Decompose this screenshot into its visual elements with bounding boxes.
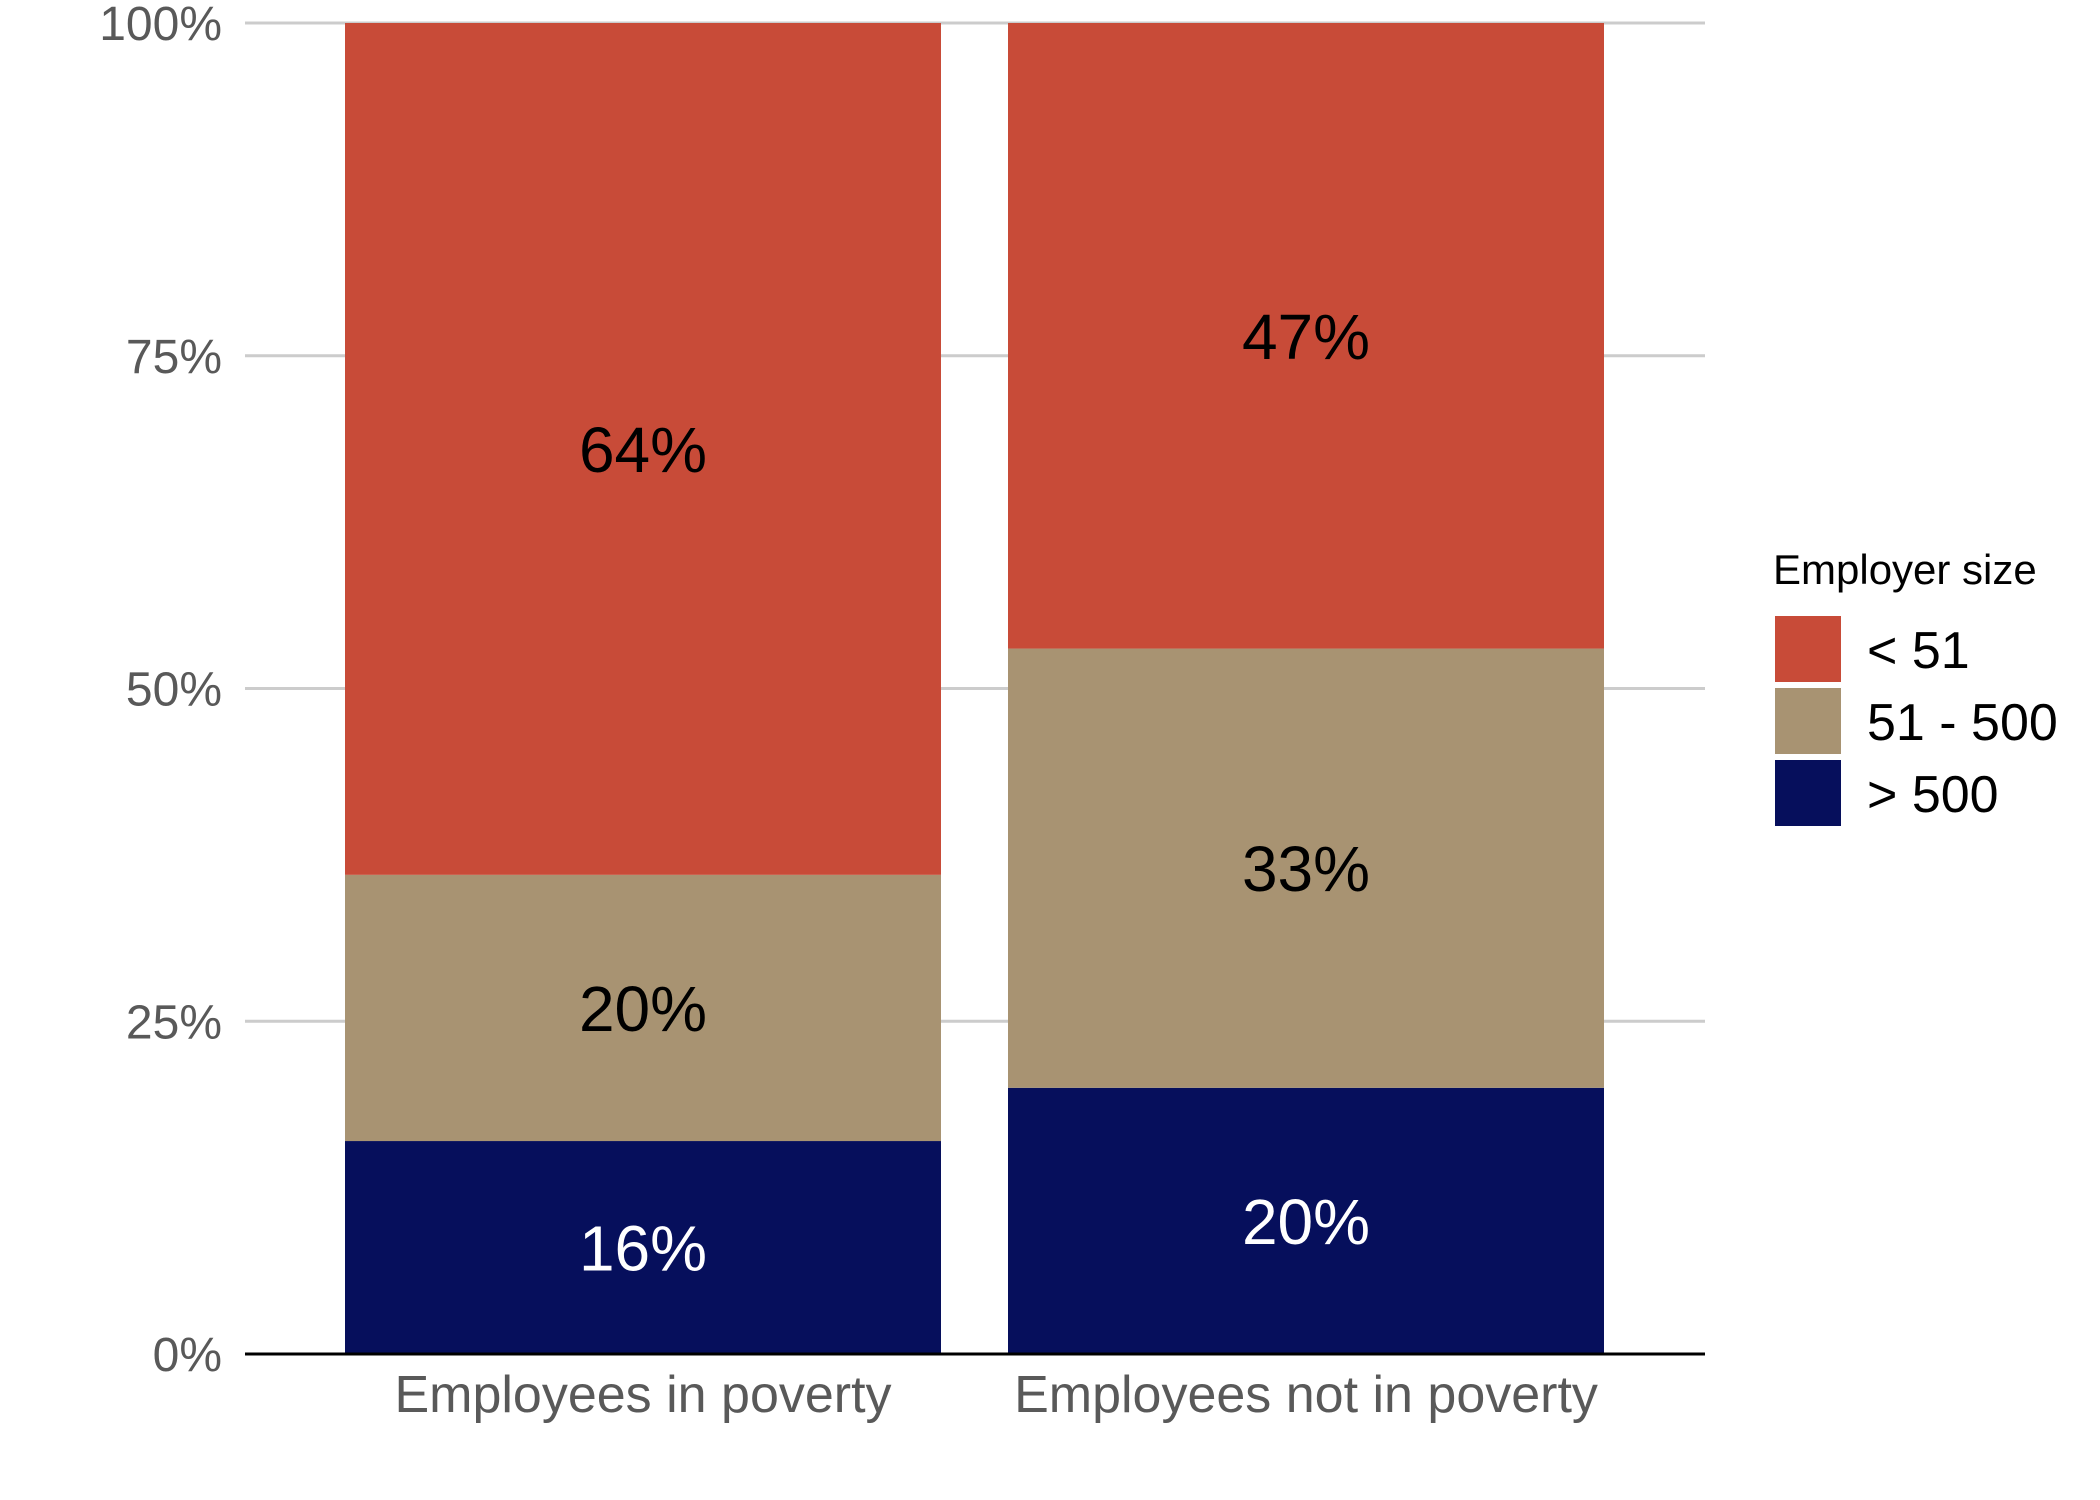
data-label: 20% — [579, 973, 707, 1045]
legend-swatch — [1775, 760, 1841, 826]
legend-title: Employer size — [1773, 546, 2037, 593]
axes: 0% 25% 50% 75% 100% Employees in poverty Emplo… — [99, 0, 1705, 1424]
legend-swatch — [1775, 616, 1841, 682]
y-tick-label: 75% — [126, 331, 222, 384]
data-label: 16% — [579, 1213, 707, 1285]
legend: Employer size < 51 51 - 500 > 500 — [1773, 546, 2058, 826]
bar-segment — [1008, 1087, 1604, 1354]
legend-label: < 51 — [1867, 622, 1970, 680]
bars: 16% 20% 64% 20% 33% 47% — [345, 23, 1604, 1354]
data-label: 20% — [1242, 1186, 1370, 1258]
x-category-label: Employees not in poverty — [1014, 1366, 1598, 1424]
data-label: 47% — [1242, 301, 1370, 373]
x-category-label: Employees in poverty — [394, 1366, 891, 1424]
y-tick-label: 25% — [126, 996, 222, 1049]
y-tick-label: 0% — [153, 1329, 222, 1382]
data-label: 33% — [1242, 833, 1370, 905]
bar-segment — [1008, 23, 1604, 649]
y-tick-label: 50% — [126, 664, 222, 717]
bar-segment — [345, 1141, 941, 1354]
bar-segment — [345, 874, 941, 1142]
y-tick-label: 100% — [99, 0, 222, 51]
legend-label: > 500 — [1867, 766, 1999, 824]
legend-label: 51 - 500 — [1867, 694, 2058, 752]
bar-segment — [345, 23, 941, 875]
legend-swatch — [1775, 688, 1841, 754]
data-label: 64% — [579, 414, 707, 486]
bar-segment — [1008, 648, 1604, 1088]
